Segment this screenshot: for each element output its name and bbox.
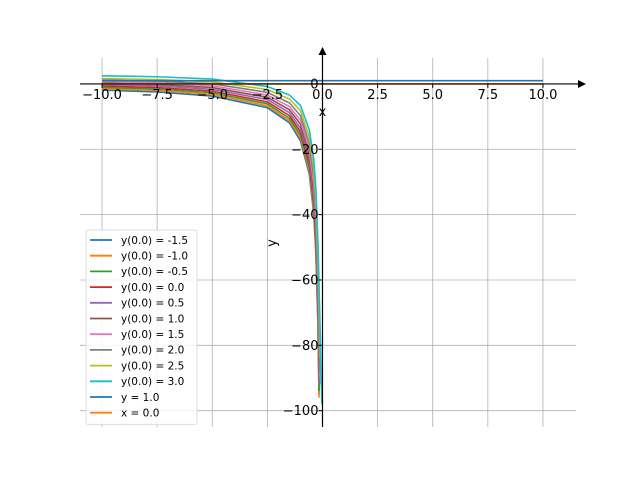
legend-label-4: y(0.0) = 0.5	[121, 298, 184, 310]
legend-label-7: y(0.0) = 2.0	[121, 345, 184, 357]
tick-labels: −10.0 −7.5 −5.0 −2.5 0.0 2.5 5.0 7.5 10.0 0 −20 −40…	[82, 77, 557, 419]
series-line-9	[102, 74, 323, 405]
legend-label-3: y(0.0) = 0.0	[121, 282, 184, 294]
x-tick-label-6: 5.0	[422, 88, 443, 103]
legend: y(0.0) = -1.5 y(0.0) = -1.0 y(0.0) = -0.5 y…	[85, 229, 198, 425]
legend-label-8: y(0.0) = 2.5	[121, 360, 184, 372]
y-axis-label: y	[265, 239, 280, 247]
legend-label-0: y(0.0) = -1.5	[121, 235, 188, 247]
y-tick-label-1: −20	[291, 143, 318, 158]
y-tick-label-4: −80	[291, 339, 318, 354]
y-axis-arrow	[318, 47, 327, 55]
y-tick-label-5: −100	[283, 404, 319, 419]
y-tick-label-3: −60	[291, 273, 318, 288]
x-tick-label-0: −10.0	[82, 88, 122, 103]
x-tick-label-1: −7.5	[141, 88, 173, 103]
legend-label-1: y(0.0) = -1.0	[121, 251, 188, 263]
x-tick-label-4: 0.0	[312, 88, 333, 103]
legend-label-2: y(0.0) = -0.5	[121, 266, 188, 278]
x-axis-label: x	[319, 105, 327, 120]
legend-label-9: y(0.0) = 3.0	[121, 376, 184, 388]
x-axis-arrow	[578, 79, 586, 88]
x-tick-label-5: 2.5	[367, 88, 388, 103]
x-tick-label-2: −5.0	[196, 88, 228, 103]
y-tick-label-2: −40	[291, 208, 318, 223]
legend-label-5: y(0.0) = 1.0	[121, 313, 184, 325]
legend-label-6: y(0.0) = 1.5	[121, 329, 184, 341]
x-tick-label-3: −2.5	[252, 88, 284, 103]
legend-box	[85, 229, 198, 425]
axes	[80, 47, 586, 427]
x-tick-label-8: 10.0	[528, 88, 557, 103]
legend-label-10: y = 1.0	[121, 392, 159, 404]
x-tick-label-7: 7.5	[477, 88, 498, 103]
legend-label-11: x = 0.0	[121, 408, 159, 420]
y-tick-label-0: 0	[310, 77, 318, 92]
